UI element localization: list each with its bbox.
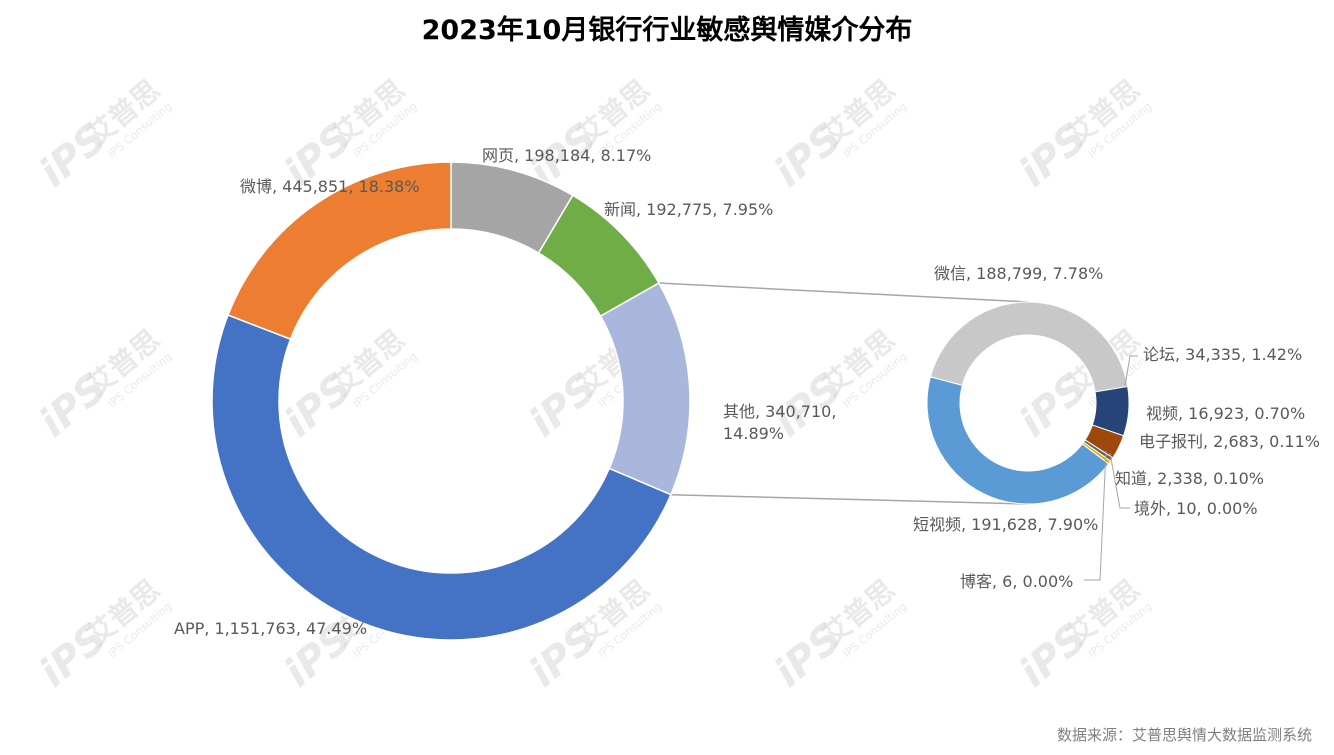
data-label: 电子报刊, 2,683, 0.11%: [1139, 432, 1320, 451]
secondary-slice: [929, 301, 1129, 393]
leader-line: [1109, 452, 1130, 509]
leader-line: [1124, 355, 1138, 387]
data-labels: 网页, 198,184, 8.17% 新闻, 192,775, 7.95% 其他, …: [174, 146, 1320, 638]
connector-line: [658, 282, 1029, 303]
data-label: 短视频, 191,628, 7.90%: [913, 515, 1098, 534]
data-label: 网页, 198,184, 8.17%: [482, 146, 651, 165]
data-label: 微信, 188,799, 7.78%: [934, 264, 1103, 283]
data-label: 新闻, 192,775, 7.95%: [604, 200, 773, 219]
connector-line: [670, 493, 1029, 505]
connector-lines: [658, 282, 1029, 505]
data-label: 视频, 16,923, 0.70%: [1146, 404, 1305, 423]
data-label: 其他, 340,710, 14.89%: [723, 402, 836, 443]
data-label: 论坛, 34,335, 1.42%: [1143, 345, 1302, 364]
main-slice: [211, 314, 672, 641]
data-label: 微博, 445,851, 18.38%: [240, 177, 420, 196]
data-label: 境外, 10, 0.00%: [1134, 499, 1258, 518]
data-label: APP, 1,151,763, 47.49%: [174, 619, 367, 638]
data-source-note: 数据来源：艾普思舆情大数据监测系统: [1056, 726, 1312, 744]
secondary-slice: [926, 376, 1110, 505]
data-label: 知道, 2,338, 0.10%: [1115, 469, 1264, 488]
data-label: 博客, 6, 0.00%: [960, 572, 1073, 591]
chart-title: 2023年10月银行行业敏感舆情媒介分布: [421, 15, 913, 46]
main-doughnut: [211, 161, 691, 641]
secondary-doughnut: [926, 301, 1130, 505]
leader-line: [1084, 450, 1107, 581]
main-slice: [227, 161, 452, 341]
